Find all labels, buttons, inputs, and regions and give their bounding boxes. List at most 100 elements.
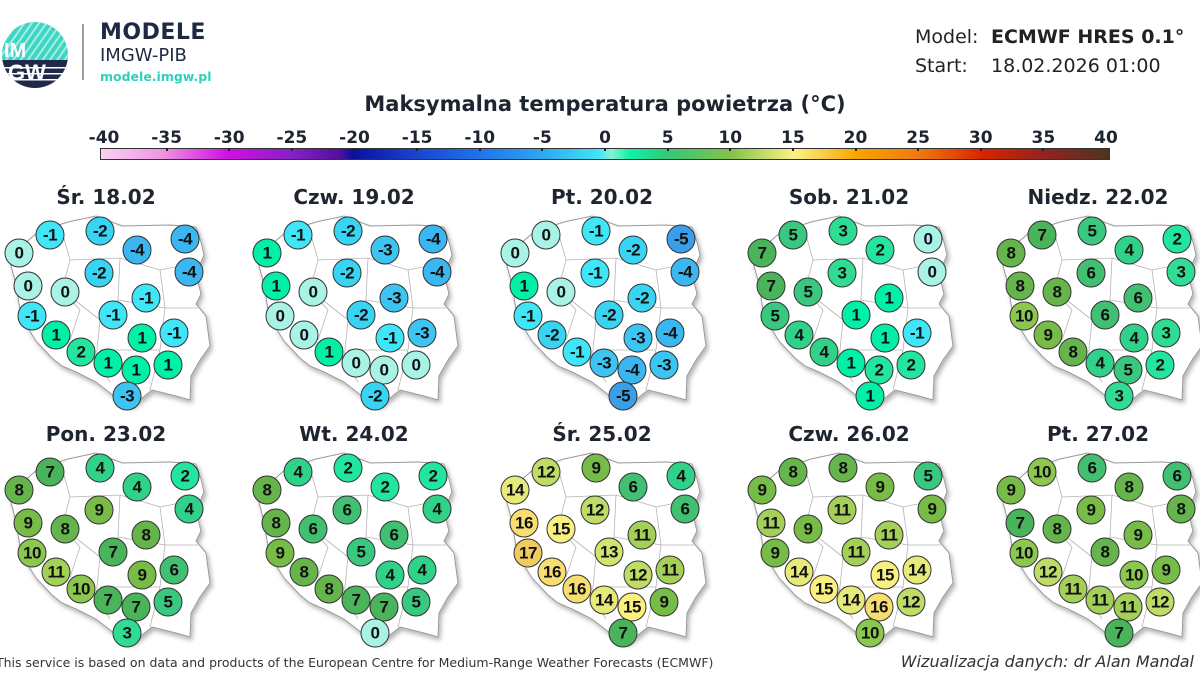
station-temperature-marker: 9 — [1151, 555, 1181, 585]
station-temperature-marker: 2 — [896, 350, 926, 380]
station-temperature-marker: 0 — [369, 355, 399, 385]
station-temperature-marker: 5 — [401, 587, 431, 617]
station-temperature-marker: -3 — [589, 348, 619, 378]
brand-url-link[interactable]: modele.imgw.pl — [100, 69, 212, 84]
station-temperature-marker: 16 — [537, 557, 567, 587]
station-temperature-marker: 10 — [1119, 560, 1149, 590]
station-temperature-marker: 1 — [870, 323, 900, 353]
station-temperature-marker: -2 — [360, 381, 390, 411]
station-temperature-marker: 10 — [1027, 457, 1057, 487]
station-temperature-marker: 8 — [1005, 271, 1035, 301]
station-temperature-marker: 5 — [760, 301, 790, 331]
forecast-map: Pt. 27.02 10 9 6 8 6 8 9 7 8 9 8 10 12 10 9 11 11 11 12 7 — [992, 422, 1200, 667]
station-temperature-marker: 4 — [122, 472, 152, 502]
station-temperature-marker: -1 — [513, 301, 543, 331]
station-temperature-marker: -1 — [581, 216, 611, 246]
station-temperature-marker: 0 — [289, 320, 319, 350]
station-temperature-marker: 2 — [418, 461, 448, 491]
station-temperature-marker: 5 — [913, 461, 943, 491]
station-temperature-marker: 7 — [369, 592, 399, 622]
station-temperature-marker: -1 — [902, 318, 932, 348]
station-temperature-marker: 5 — [153, 587, 183, 617]
station-temperature-marker: 6 — [1162, 461, 1192, 491]
station-temperature-marker: 8 — [1042, 277, 1072, 307]
station-temperature-marker: 4 — [422, 494, 452, 524]
station-temperature-marker: 6 — [670, 494, 700, 524]
colorbar-tick-mark — [854, 148, 857, 151]
station-temperature-marker: 15 — [870, 560, 900, 590]
station-temperature-marker: 3 — [1166, 257, 1196, 287]
station-temperature-marker: 11 — [1113, 592, 1143, 622]
station-temperature-marker: 4 — [1085, 348, 1115, 378]
map-date-title: Wt. 24.02 — [299, 422, 409, 446]
station-temperature-marker: 10 — [1009, 538, 1039, 568]
colorbar-tick-mark — [478, 148, 481, 151]
colorbar-tick-mark — [228, 148, 231, 151]
station-temperature-marker: -1 — [159, 318, 189, 348]
station-temperature-marker: 9 — [1123, 520, 1153, 550]
station-temperature-marker: 11 — [655, 555, 685, 585]
station-temperature-marker: -3 — [370, 235, 400, 265]
station-temperature-marker: 11 — [1085, 585, 1115, 615]
station-temperature-marker: -4 — [418, 224, 448, 254]
map-date-title: Niedz. 22.02 — [1027, 185, 1169, 209]
station-temperature-marker: 7 — [608, 618, 638, 648]
station-temperature-marker: 9 — [1033, 320, 1063, 350]
colorbar-tick-mark — [604, 148, 606, 151]
station-temperature-marker: 7 — [1005, 508, 1035, 538]
forecast-map: Sob. 21.02 5 7 3 2 0 0 3 7 5 1 1 5 4 1 -1 4 1 2 2 1 — [743, 185, 983, 430]
station-temperature-marker: 7 — [341, 585, 371, 615]
station-temperature-marker: 6 — [332, 495, 362, 525]
station-temperature-marker: 15 — [546, 514, 576, 544]
station-temperature-marker: -2 — [332, 258, 362, 288]
station-temperature-marker: 7 — [93, 585, 123, 615]
station-temperature-marker: -1 — [17, 301, 47, 331]
station-temperature-marker: 1 — [836, 348, 866, 378]
station-temperature-marker: 1 — [252, 238, 282, 268]
station-temperature-marker: 14 — [836, 585, 866, 615]
station-temperature-marker: 8 — [4, 475, 34, 505]
station-temperature-marker: 9 — [84, 495, 114, 525]
map-date-title: Śr. 25.02 — [552, 422, 652, 446]
station-temperature-marker: 5 — [1077, 216, 1107, 246]
station-temperature-marker: 4 — [1119, 323, 1149, 353]
station-temperature-marker: 0 — [913, 224, 943, 254]
map-date-title: Pt. 27.02 — [1046, 422, 1150, 446]
colorbar-tick-mark — [1042, 148, 1045, 151]
station-temperature-marker: -2 — [333, 216, 363, 246]
station-temperature-marker: 9 — [917, 494, 947, 524]
station-temperature-marker: 11 — [827, 495, 857, 525]
station-temperature-marker: 12 — [580, 495, 610, 525]
colorbar-tick-label: -20 — [339, 128, 370, 148]
colorbar-tick-mark — [729, 148, 732, 151]
station-temperature-marker: 12 — [623, 560, 653, 590]
station-temperature-marker: 4 — [375, 560, 405, 590]
station-temperature-marker: 8 — [252, 475, 282, 505]
station-temperature-marker: 2 — [865, 235, 895, 265]
station-temperature-marker: -1 — [580, 258, 610, 288]
station-temperature-marker: 0 — [13, 271, 43, 301]
station-temperature-marker: 1 — [41, 320, 71, 350]
station-temperature-marker: 2 — [1145, 350, 1175, 380]
model-label: Model: — [915, 26, 979, 48]
station-temperature-marker: 1 — [509, 271, 539, 301]
station-temperature-marker: -2 — [84, 258, 114, 288]
colorbar-tick-label: -40 — [88, 128, 120, 148]
station-temperature-marker: 13 — [594, 537, 624, 567]
model-value: ECMWF HRES 0.1° — [991, 26, 1185, 48]
station-temperature-marker: 9 — [127, 560, 157, 590]
station-temperature-marker: 8 — [131, 520, 161, 550]
map-date-title: Czw. 19.02 — [293, 185, 415, 209]
station-temperature-marker: -1 — [98, 300, 128, 330]
station-temperature-marker: 5 — [1113, 355, 1143, 385]
forecast-map: Pt. 20.02 0 0 -1 -2 -5 -4 -1 1 0 -2 -2 -1 -2 -3 -4 -1 -3-… — [496, 185, 736, 430]
station-temperature-marker: -3 — [649, 350, 679, 380]
station-temperature-marker: 4 — [174, 494, 204, 524]
station-temperature-marker: -2 — [594, 300, 624, 330]
colorbar-tick-label: -25 — [276, 128, 308, 148]
start-info: Start: 18.02.2026 01:00 — [915, 55, 1161, 77]
station-temperature-marker: 1 — [855, 381, 885, 411]
colorbar-tick-label: 35 — [1031, 128, 1056, 148]
station-temperature-marker: 7 — [747, 238, 777, 268]
station-temperature-marker: -3 — [623, 323, 653, 353]
